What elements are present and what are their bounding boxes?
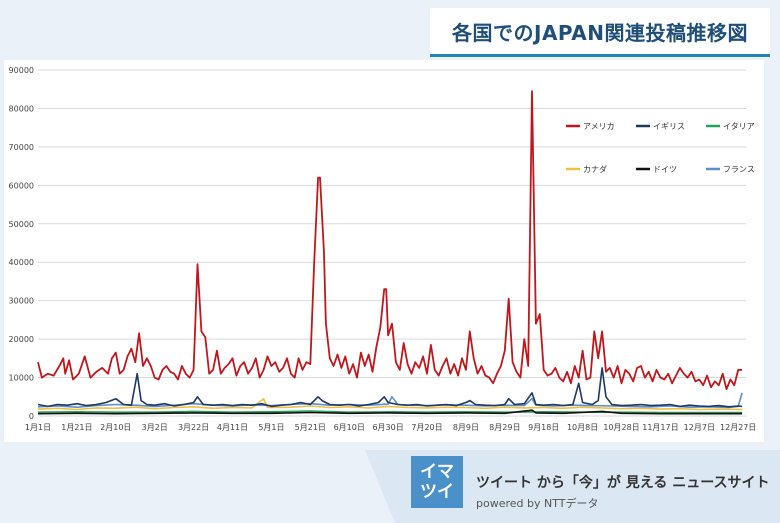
logo-text-line2: ツイ	[420, 482, 454, 502]
series-line	[37, 367, 743, 408]
legend-label: アメリカ	[583, 122, 615, 131]
y-tick-label: 40000	[9, 258, 34, 267]
footer-decoration	[365, 450, 780, 523]
legend-label: ドイツ	[653, 165, 677, 174]
x-tick-label: 2月10日	[100, 423, 131, 432]
powered-by: powered by NTTデータ	[476, 497, 599, 510]
series-line	[37, 409, 743, 415]
y-tick-label: 30000	[9, 297, 34, 306]
y-tick-label: 20000	[9, 335, 34, 344]
legend-label: フランス	[723, 165, 755, 174]
y-tick-label: 90000	[9, 66, 34, 75]
x-tick-label: 6月10日	[334, 423, 365, 432]
y-tick-label: 70000	[9, 143, 34, 152]
x-tick-label: 8月9日	[453, 423, 479, 432]
x-tick-label: 11月17日	[642, 423, 678, 432]
x-tick-label: 3月22日	[178, 423, 209, 432]
y-tick-label: 0	[29, 412, 34, 421]
site-tagline: ツイート から「今」が 見える ニュースサイト	[476, 475, 770, 491]
x-tick-label: 6月30日	[372, 423, 403, 432]
x-tick-label: 10月8日	[567, 423, 598, 432]
x-tick-label: 5月21日	[295, 423, 326, 432]
logo-text-line1: イマ	[420, 462, 454, 482]
page-title: 各国でのJAPAN関連投稿推移図	[452, 20, 748, 45]
x-tick-label: 1月1日	[25, 423, 51, 432]
x-tick-label: 4月11日	[217, 423, 248, 432]
title-banner: 各国でのJAPAN関連投稿推移図	[430, 8, 770, 57]
x-tick-label: 1月21日	[61, 423, 92, 432]
y-tick-label: 10000	[9, 374, 34, 383]
y-tick-label: 50000	[9, 220, 34, 229]
x-tick-label: 12月7日	[684, 423, 715, 432]
x-tick-label: 5月1日	[258, 423, 284, 432]
legend-label: イギリス	[653, 122, 685, 131]
line-chart: 0 10000 20000 30000 40000 50000 60000 70000 8000…	[9, 66, 757, 432]
x-tick-label: 3月2日	[142, 423, 168, 432]
y-tick-label: 60000	[9, 181, 34, 190]
imatsui-logo[interactable]: イマ ツイ	[411, 456, 463, 508]
x-tick-label: 7月20日	[411, 423, 442, 432]
legend-label: イタリア	[723, 122, 755, 131]
y-tick-label: 80000	[9, 104, 34, 113]
x-tick-label: 9月18日	[528, 423, 559, 432]
chart-panel: 0 10000 20000 30000 40000 50000 60000 70000 8000…	[4, 60, 764, 442]
series-line	[37, 397, 743, 411]
x-tick-label: 8月29日	[489, 423, 520, 432]
series-line	[37, 90, 743, 390]
x-tick-label: 12月27日	[720, 423, 756, 432]
legend-label: カナダ	[583, 164, 607, 174]
x-tick-label: 10月28日	[603, 423, 639, 432]
series-line	[37, 410, 743, 414]
